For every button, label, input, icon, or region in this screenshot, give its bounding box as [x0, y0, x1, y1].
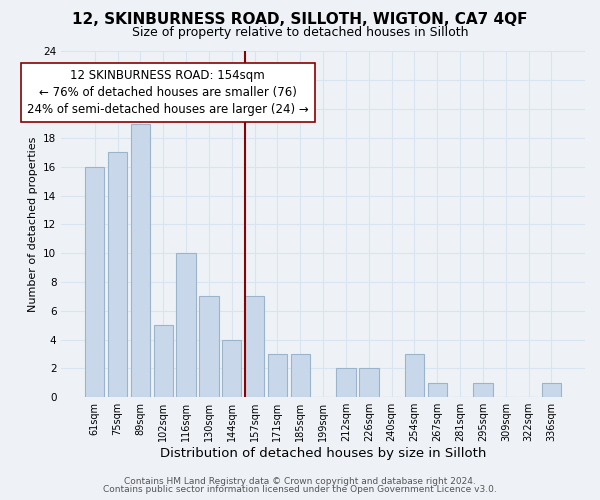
Text: Size of property relative to detached houses in Silloth: Size of property relative to detached ho…: [132, 26, 468, 39]
Y-axis label: Number of detached properties: Number of detached properties: [28, 136, 38, 312]
Bar: [336, 368, 356, 397]
Bar: [85, 166, 104, 397]
Bar: [222, 340, 241, 397]
Bar: [268, 354, 287, 397]
Bar: [290, 354, 310, 397]
Text: 12 SKINBURNESS ROAD: 154sqm
← 76% of detached houses are smaller (76)
24% of sem: 12 SKINBURNESS ROAD: 154sqm ← 76% of det…: [27, 69, 309, 116]
Bar: [199, 296, 218, 397]
Bar: [131, 124, 150, 397]
Bar: [176, 253, 196, 397]
Bar: [473, 383, 493, 397]
Bar: [245, 296, 265, 397]
Bar: [428, 383, 447, 397]
Text: Contains HM Land Registry data © Crown copyright and database right 2024.: Contains HM Land Registry data © Crown c…: [124, 477, 476, 486]
Text: 12, SKINBURNESS ROAD, SILLOTH, WIGTON, CA7 4QF: 12, SKINBURNESS ROAD, SILLOTH, WIGTON, C…: [72, 12, 528, 28]
Bar: [154, 325, 173, 397]
X-axis label: Distribution of detached houses by size in Silloth: Distribution of detached houses by size …: [160, 447, 487, 460]
Bar: [542, 383, 561, 397]
Bar: [405, 354, 424, 397]
Bar: [359, 368, 379, 397]
Text: Contains public sector information licensed under the Open Government Licence v3: Contains public sector information licen…: [103, 485, 497, 494]
Bar: [108, 152, 127, 397]
